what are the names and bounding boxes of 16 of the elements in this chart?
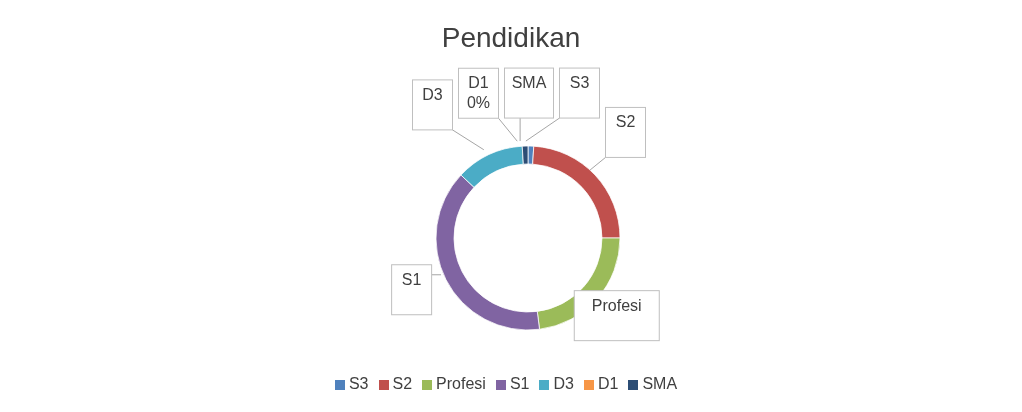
legend-label: D3 bbox=[553, 375, 574, 392]
slice-label: Profesi bbox=[591, 296, 642, 314]
legend-label: D1 bbox=[597, 375, 619, 392]
legend-label: SMA bbox=[642, 375, 678, 392]
category-label: D1 bbox=[468, 74, 489, 92]
category-label: D3 bbox=[422, 85, 443, 103]
text: 0% bbox=[466, 94, 491, 112]
slice-label: S2 bbox=[615, 113, 636, 131]
chart-title: Pendidikan bbox=[440, 22, 582, 54]
legend-label: Profesi bbox=[436, 375, 486, 392]
legend-label: S3 bbox=[348, 375, 369, 392]
slice-label: S1 bbox=[401, 270, 422, 288]
legend-label: S1 bbox=[509, 375, 530, 392]
legend-label: S2 bbox=[392, 375, 413, 392]
category-label: S3 bbox=[569, 74, 590, 92]
slice-label: SMA bbox=[511, 74, 547, 92]
